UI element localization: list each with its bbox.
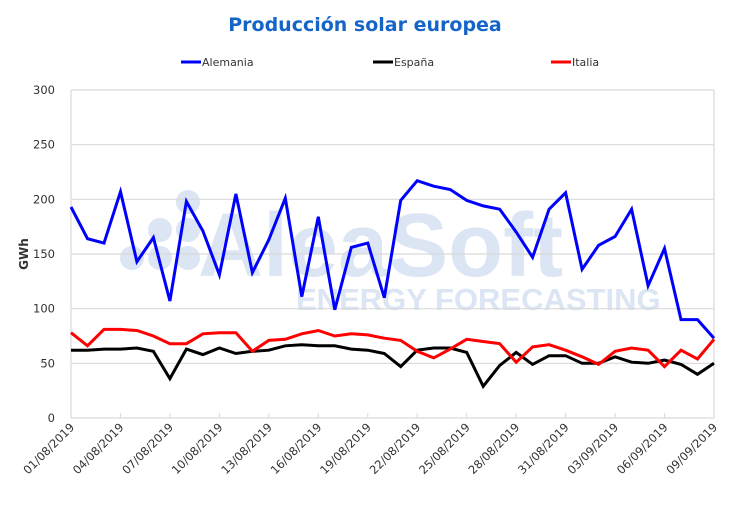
x-tick-label: 25/08/2019 bbox=[416, 420, 473, 477]
x-axis-ticks: 01/08/201904/08/201907/08/201910/08/2019… bbox=[20, 413, 720, 477]
y-tick-label: 100 bbox=[33, 302, 55, 316]
watermark-dot bbox=[120, 246, 144, 270]
x-tick-label: 19/08/2019 bbox=[317, 420, 374, 477]
legend: Alemania España Italia bbox=[181, 56, 599, 69]
y-axis-title: GWh bbox=[17, 238, 31, 270]
x-tick-label: 01/08/2019 bbox=[20, 420, 77, 477]
series-line-alemania bbox=[69, 178, 716, 340]
y-tick-label: 150 bbox=[33, 247, 55, 261]
x-tick-label: 07/08/2019 bbox=[119, 420, 176, 477]
x-tick-label: 28/08/2019 bbox=[465, 420, 522, 477]
x-tick-label: 16/08/2019 bbox=[268, 420, 325, 477]
x-tick-label: 03/09/2019 bbox=[564, 420, 621, 477]
legend-label: Italia bbox=[572, 56, 599, 69]
legend-label: Alemania bbox=[202, 56, 254, 69]
chart-title: Producción solar europea bbox=[228, 14, 502, 36]
x-tick-label: 31/08/2019 bbox=[515, 420, 572, 477]
y-tick-label: 200 bbox=[33, 192, 55, 206]
x-tick-label: 13/08/2019 bbox=[218, 420, 275, 477]
gridlines bbox=[70, 89, 715, 419]
watermark-dot bbox=[176, 246, 200, 270]
legend-item: Alemania bbox=[181, 56, 254, 69]
y-axis-ticks: 0 50 100 150 200 250 300 bbox=[33, 83, 55, 425]
y-tick-label: 0 bbox=[48, 411, 55, 425]
legend-item: Italia bbox=[551, 56, 599, 69]
watermark-tagline: ENERGY FORECASTING bbox=[296, 282, 661, 317]
y-tick-label: 50 bbox=[40, 356, 55, 370]
y-tick-label: 300 bbox=[33, 83, 55, 97]
legend-label: España bbox=[394, 56, 434, 69]
y-tick-label: 250 bbox=[33, 138, 55, 152]
legend-item: España bbox=[373, 56, 434, 69]
series-lines bbox=[69, 178, 716, 390]
x-tick-label: 09/09/2019 bbox=[663, 420, 720, 477]
x-tick-label: 06/09/2019 bbox=[614, 420, 671, 477]
x-tick-label: 04/08/2019 bbox=[70, 420, 127, 477]
series-line-espana bbox=[71, 343, 715, 390]
x-tick-label: 10/08/2019 bbox=[169, 420, 226, 477]
series-line-italia bbox=[70, 327, 716, 369]
x-tick-label: 22/08/2019 bbox=[367, 420, 424, 477]
